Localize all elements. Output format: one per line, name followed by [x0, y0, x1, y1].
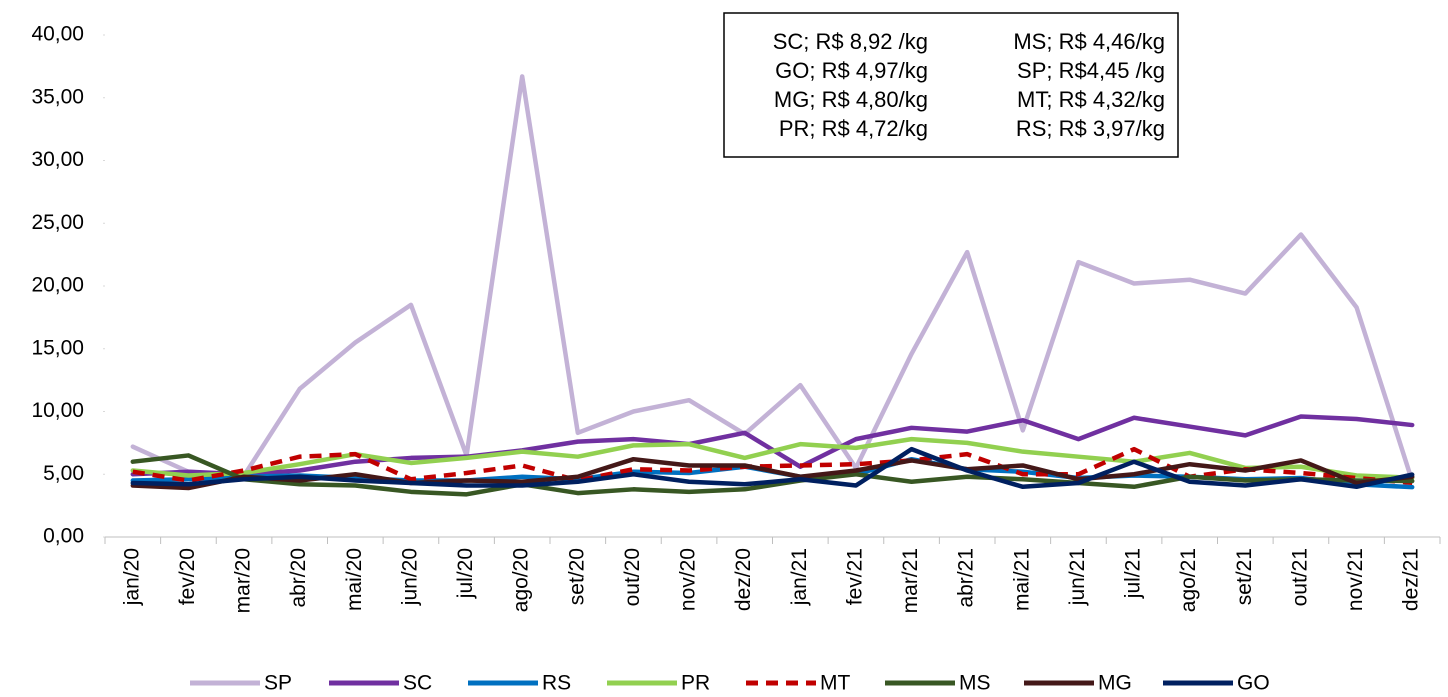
y-tick-label: 25,00	[31, 211, 84, 234]
annotation: GO; R$ 4,97/kg	[775, 58, 928, 83]
x-tick-label: abr/20	[287, 548, 310, 608]
x-tick-label: jan/21	[788, 548, 811, 606]
x-tick-label: nov/20	[677, 548, 700, 611]
annotation: SP; R$4,45 /kg	[1017, 58, 1165, 83]
annotation: RS; R$ 3,97/kg	[1016, 116, 1165, 141]
x-tick-label: set/21	[1233, 548, 1256, 605]
x-tick-label: jan/20	[120, 548, 143, 606]
legend-label: RS	[542, 672, 571, 695]
y-tick-label: 35,00	[31, 85, 84, 108]
x-tick-label: jun/20	[398, 548, 421, 606]
y-tick-label: 20,00	[31, 274, 84, 297]
series-line	[130, 456, 1415, 491]
x-tick-label: jun/21	[1066, 548, 1089, 606]
series-line	[130, 446, 1415, 490]
y-tick-label: 30,00	[31, 148, 84, 171]
x-tick-label: ago/20	[510, 548, 533, 612]
x-tick-label: ago/21	[1177, 548, 1200, 612]
y-tick-label: 0,00	[43, 525, 84, 548]
y-tick-label: 10,00	[31, 399, 84, 422]
x-tick-label: out/21	[1288, 548, 1311, 606]
annotation-box	[723, 12, 1179, 158]
x-tick-label: set/20	[565, 548, 588, 605]
x-tick-label: dez/20	[732, 548, 755, 611]
legend-label: SP	[264, 672, 292, 695]
series-line	[130, 453, 1415, 497]
x-tick-label: dez/21	[1400, 548, 1423, 611]
x-tick-label: fev/20	[176, 548, 199, 605]
annotation: MG; R$ 4,80/kg	[774, 87, 928, 112]
legend-label: SC	[403, 672, 432, 695]
series-line	[130, 74, 1415, 484]
x-tick-label: mar/21	[899, 548, 922, 613]
y-tick-label: 40,00	[31, 23, 84, 46]
annotation: MT; R$ 4,32/kg	[1017, 87, 1165, 112]
x-tick-label: mai/20	[343, 548, 366, 611]
legend-label: GO	[1237, 672, 1270, 695]
x-tick-label: out/20	[621, 548, 644, 606]
series-line	[130, 436, 1415, 481]
x-tick-label: jul/21	[1122, 548, 1145, 599]
legend-label: PR	[681, 672, 710, 695]
x-tick-label: abr/21	[955, 548, 978, 608]
legend-label: MS	[959, 672, 991, 695]
x-tick-label: jul/20	[454, 548, 477, 599]
x-tick-label: mai/21	[1010, 548, 1033, 611]
annotation: MS; R$ 4,46/kg	[1013, 29, 1165, 54]
annotation: PR; R$ 4,72/kg	[779, 116, 928, 141]
legend-label: MT	[820, 672, 850, 695]
y-tick-label: 5,00	[43, 462, 84, 485]
x-tick-label: mar/20	[232, 548, 255, 613]
y-tick-label: 15,00	[31, 336, 84, 359]
x-tick-label: fev/21	[843, 548, 866, 605]
annotation: SC; R$ 8,92 /kg	[773, 29, 928, 54]
x-tick-label: nov/21	[1344, 548, 1367, 611]
legend-label: MG	[1098, 672, 1132, 695]
